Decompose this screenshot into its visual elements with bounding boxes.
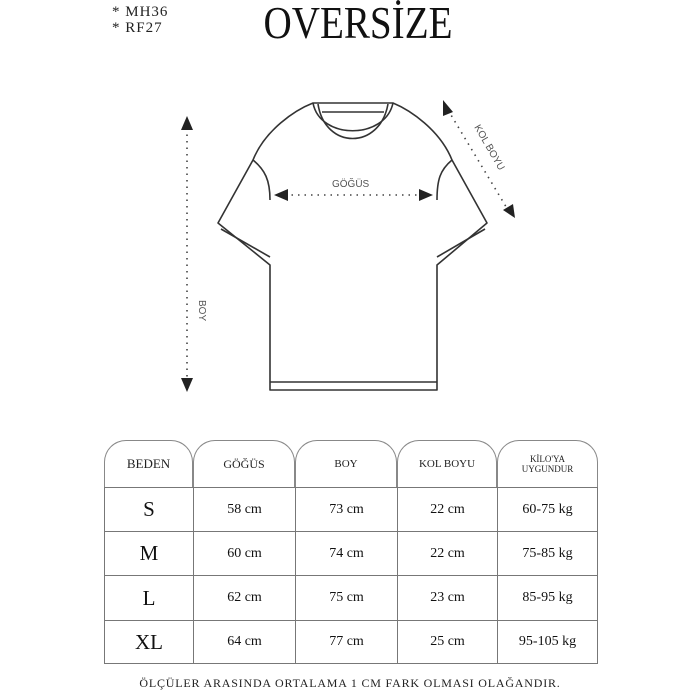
sleeve-cell: 25 cm (397, 621, 497, 663)
size-table: BEDEN GÖĞÜS BOY KOL BOYU KİLO'YA UYGUNDU… (104, 440, 598, 664)
chest-cell: 58 cm (193, 488, 295, 531)
sleeve-label: KOL BOYU (471, 123, 506, 172)
header-weight-line1: KİLO'YA (529, 454, 566, 464)
table-row: XL 64 cm 77 cm 25 cm 95-105 kg (104, 620, 598, 664)
chest-cell: 62 cm (193, 576, 295, 620)
sleeve-cell: 22 cm (397, 532, 497, 575)
header-weight-line2: UYGUNDUR (521, 464, 574, 474)
table-row: S 58 cm 73 cm 22 cm 60-75 kg (104, 487, 598, 531)
table-row: L 62 cm 75 cm 23 cm 85-95 kg (104, 575, 598, 620)
header-gogus: GÖĞÜS (193, 440, 295, 487)
code-2: * RF27 (112, 20, 163, 36)
weight-cell: 85-95 kg (497, 576, 598, 620)
header-boy: BOY (295, 440, 397, 487)
measurement-note: ÖLÇÜLER ARASINDA ORTALAMA 1 CM FARK OLMA… (139, 676, 561, 690)
header-beden: BEDEN (104, 440, 193, 487)
code-1: * MH36 (112, 4, 169, 20)
length-cell: 73 cm (295, 488, 397, 531)
weight-cell: 95-105 kg (497, 621, 598, 663)
length-arrow (181, 116, 193, 392)
header-kol-boyu: KOL BOYU (397, 440, 497, 487)
header-weight: KİLO'YA UYGUNDUR (497, 440, 598, 487)
sleeve-cell: 23 cm (397, 576, 497, 620)
sleeve-arrow (443, 100, 515, 218)
chest-cell: 60 cm (193, 532, 295, 575)
chest-label: GÖĞÜS (332, 177, 370, 190)
tshirt-diagram: BOY GÖĞÜS KOL BOYU (181, 100, 515, 392)
table-row: M 60 cm 74 cm 22 cm 75-85 kg (104, 531, 598, 575)
length-cell: 75 cm (295, 576, 397, 620)
length-cell: 77 cm (295, 621, 397, 663)
tshirt-outline (217, 102, 488, 391)
product-codes: * MH36 * RF27 (112, 4, 168, 36)
size-cell: L (104, 576, 193, 620)
sleeve-cell: 22 cm (397, 488, 497, 531)
size-cell: S (104, 488, 193, 531)
chest-cell: 64 cm (193, 621, 295, 663)
size-cell: M (104, 532, 193, 575)
length-cell: 74 cm (295, 532, 397, 575)
chest-arrow (274, 189, 433, 201)
size-cell: XL (104, 621, 193, 663)
length-label: BOY (196, 300, 207, 321)
weight-cell: 75-85 kg (497, 532, 598, 575)
weight-cell: 60-75 kg (497, 488, 598, 531)
